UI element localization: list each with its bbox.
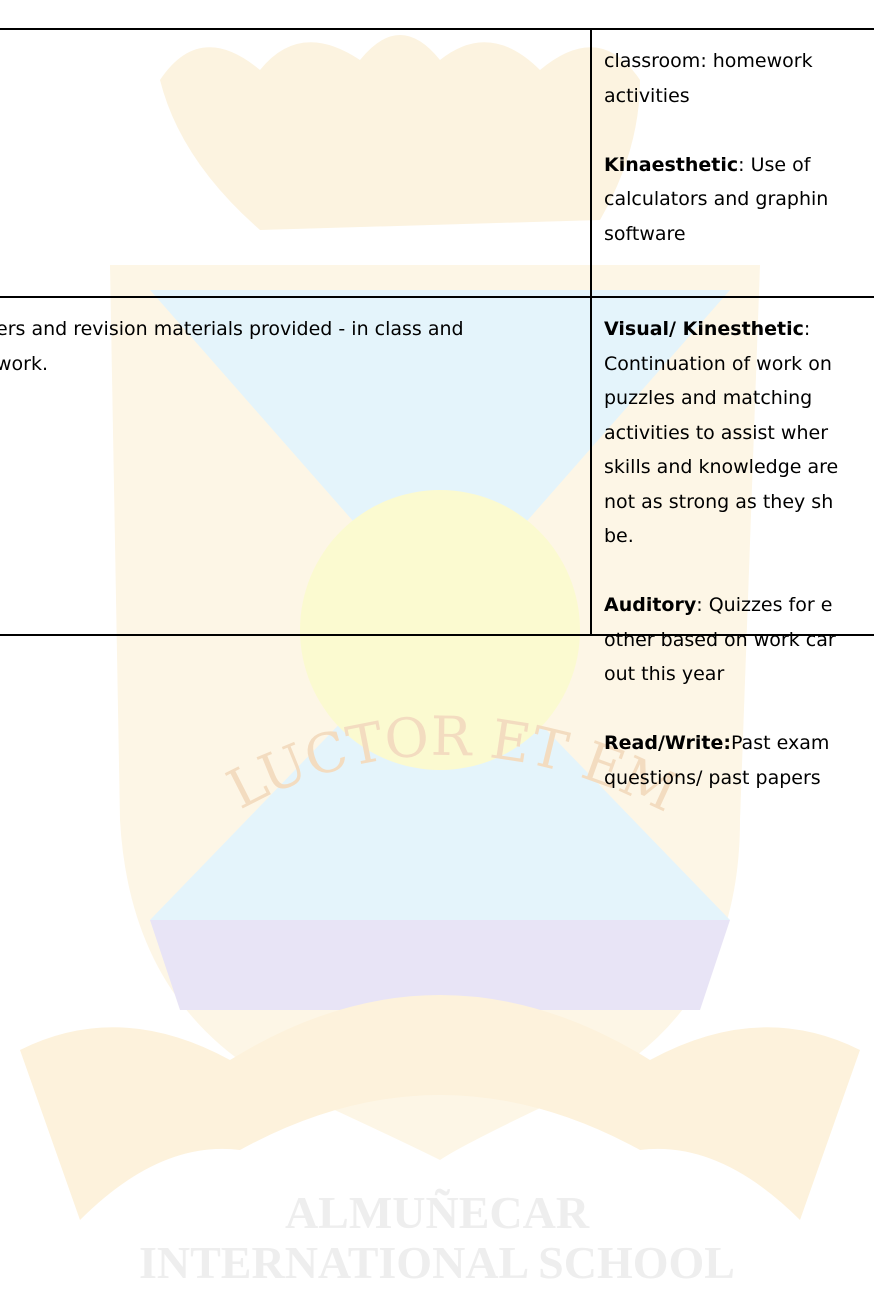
paragraph: ers and revision materials provided - in… [0, 312, 464, 381]
paragraph: Visual/ Kinesthetic: Continuation of work… [604, 312, 838, 554]
sun [300, 490, 580, 770]
table-cell: classroom: homework activities Kinaestheti… [604, 44, 828, 286]
banner [20, 995, 860, 1220]
school-name: INTERNATIONAL SCHOOL [139, 1237, 735, 1288]
school-name: ALMUÑECAR [285, 1187, 590, 1238]
text-line: Past exam [730, 732, 830, 754]
table-cell: ers and revision materials provided - in… [0, 312, 464, 416]
text-line: skills and knowledge are [604, 456, 839, 478]
text-line: be. [604, 525, 634, 547]
label: Read/Write: [604, 732, 731, 754]
label: Kinaesthetic [604, 153, 739, 176]
paragraph: Kinaesthetic: Use of calculators and grap… [604, 148, 828, 252]
text-line: Continuation of work on [604, 352, 832, 375]
paragraph: classroom: homework activities [604, 44, 828, 113]
text-line: ers and revision materials provided - in… [0, 318, 464, 340]
table-border [0, 28, 874, 30]
text-line: : Quizzes for e [696, 594, 833, 616]
crown [160, 35, 640, 230]
text-line: puzzles and matching [604, 387, 813, 409]
text-line: questions/ past papers [604, 766, 821, 789]
text-line: out this year [604, 663, 725, 685]
paragraph: Read/Write:Past exam questions/ past pape… [604, 726, 838, 795]
text-line: not as strong as they sh [604, 490, 834, 513]
row-border [0, 296, 874, 298]
text-line: : Use of [738, 153, 811, 176]
text-line: : [803, 318, 811, 340]
text-line: software [604, 222, 686, 245]
table-cell: Visual/ Kinesthetic: Continuation of work… [604, 312, 838, 830]
table-border [0, 634, 874, 636]
text-line: activities [604, 84, 690, 107]
column-border [590, 28, 592, 635]
text-line: work. [0, 352, 49, 375]
sea [150, 920, 730, 1010]
label: Visual/ Kinesthetic [604, 318, 804, 340]
text-line: activities to assist wher [604, 421, 829, 444]
label: Auditory [604, 594, 697, 616]
text-line: classroom: homework [604, 50, 813, 72]
text-line: calculators and graphin [604, 188, 829, 210]
paragraph: Auditory: Quizzes for e other based on wo… [604, 588, 838, 692]
text-line: other based on work car [604, 628, 836, 651]
